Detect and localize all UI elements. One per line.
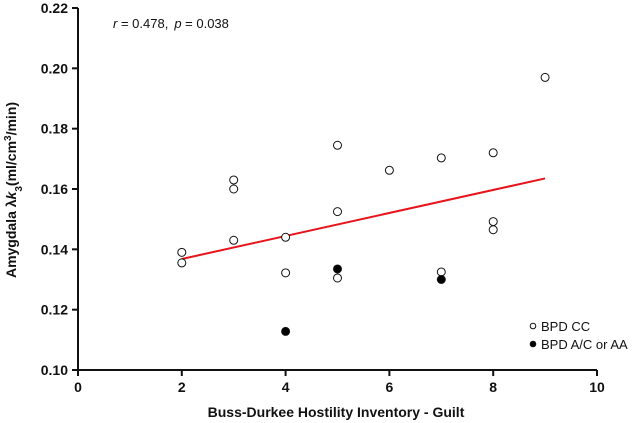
data-point-bpd-cc [333, 140, 342, 150]
y-axis-title-unit-open: (ml/cm [3, 141, 19, 186]
data-point-bpd-cc [488, 148, 498, 158]
y-tick-label: 0.22 [41, 0, 68, 16]
r-symbol: r [113, 16, 118, 31]
data-point-bpd-ac-aa [333, 264, 342, 274]
y-tick-label: 0.10 [41, 362, 68, 378]
x-tick-label: 8 [489, 379, 497, 395]
data-point-bpd-cc [384, 165, 394, 175]
data-point-bpd-cc [436, 153, 446, 163]
x-tick-label: 6 [386, 379, 394, 395]
y-tick-label: 0.14 [41, 241, 68, 257]
data-point-bpd-cc [281, 268, 291, 278]
data-point-bpd-cc [229, 184, 239, 194]
data-point-bpd-cc [177, 258, 187, 268]
data-point-bpd-cc [281, 232, 291, 242]
x-tick-label: 4 [282, 379, 290, 395]
y-axis-title: Amygdala λk3(ml/cm3/min) [3, 102, 25, 278]
data-point-bpd-cc [229, 175, 239, 185]
y-axis-title-prefix: Amygdala λ [3, 199, 19, 278]
data-point-bpd-cc [333, 273, 342, 283]
y-tick-label: 0.20 [41, 60, 68, 76]
legend-label-bpd-ac-aa: BPD A/C or AA [541, 337, 628, 352]
x-tick-label: 0 [74, 379, 82, 395]
data-point-bpd-cc [229, 235, 239, 245]
correlation-annotation: r = 0.478, p = 0.038 [113, 16, 229, 31]
y-tick-label: 0.16 [41, 181, 68, 197]
regression-line [181, 177, 546, 260]
y-axis-title-unit-close: /min) [3, 102, 19, 135]
data-point-bpd-cc [488, 217, 498, 227]
x-tick-label: 2 [178, 379, 186, 395]
x-tick-label: 10 [589, 379, 605, 395]
y-axis-title-k-sub: 3 [14, 186, 25, 192]
legend-marker-bpd-ac-aa [529, 340, 537, 348]
legend-marker-bpd-cc [529, 322, 537, 330]
fit-line-group [181, 177, 546, 260]
data-point-bpd-ac-aa [436, 275, 446, 284]
r-value: = 0.478, [117, 16, 168, 31]
y-axis-title-unit-sup: 3 [3, 135, 14, 141]
legend-label-bpd-cc: BPD CC [541, 319, 590, 334]
data-point-bpd-ac-aa [281, 326, 291, 336]
y-tick-label: 0.12 [41, 302, 68, 318]
data-points [177, 72, 550, 336]
ticks: 0.10 0.12 0.14 0.16 0.18 0.20 0.22 0 2 4 6 8 10 [41, 0, 605, 395]
y-axis-title-k: k [3, 190, 19, 199]
data-point-bpd-cc [488, 225, 498, 235]
legend: BPD CC BPD A/C or AA [529, 319, 628, 352]
data-point-bpd-cc [177, 247, 187, 257]
y-tick-label: 0.18 [41, 121, 68, 137]
p-value: = 0.038 [182, 16, 229, 31]
data-point-bpd-cc [436, 267, 446, 277]
data-point-bpd-cc [540, 72, 550, 82]
p-symbol: p [173, 16, 181, 31]
data-point-bpd-cc [333, 207, 342, 217]
axes [77, 8, 597, 371]
x-axis-title: Buss-Durkee Hostility Inventory - Guilt [208, 404, 465, 420]
